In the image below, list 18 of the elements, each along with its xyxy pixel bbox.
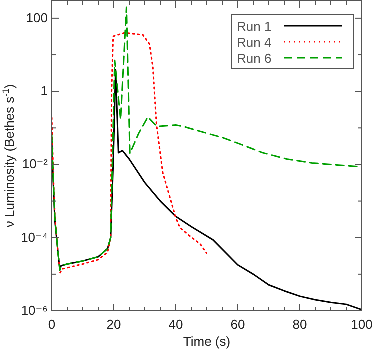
y-tick-label: 10⁻⁶ — [21, 303, 48, 318]
x-tick-label: 80 — [292, 317, 308, 332]
x-axis-title: Time (s) — [183, 334, 231, 349]
line-series — [52, 32, 208, 274]
x-tick-label: 100 — [351, 317, 373, 332]
x-tick-label: 0 — [48, 317, 56, 332]
line-series — [52, 69, 362, 311]
y-tick-label: 10⁻⁴ — [21, 230, 48, 245]
legend-label: Run 6 — [237, 51, 272, 66]
line-series — [52, 6, 361, 272]
y-tick-label: 100 — [26, 10, 48, 26]
legend-label: Run 1 — [237, 19, 272, 34]
legend-label: Run 4 — [237, 35, 272, 50]
x-tick-label: 60 — [230, 317, 246, 332]
y-tick-label: 10⁻² — [22, 156, 49, 172]
x-tick-label: 20 — [106, 317, 122, 332]
x-tick-label: 40 — [168, 317, 184, 332]
y-tick-label: 1 — [40, 84, 48, 99]
